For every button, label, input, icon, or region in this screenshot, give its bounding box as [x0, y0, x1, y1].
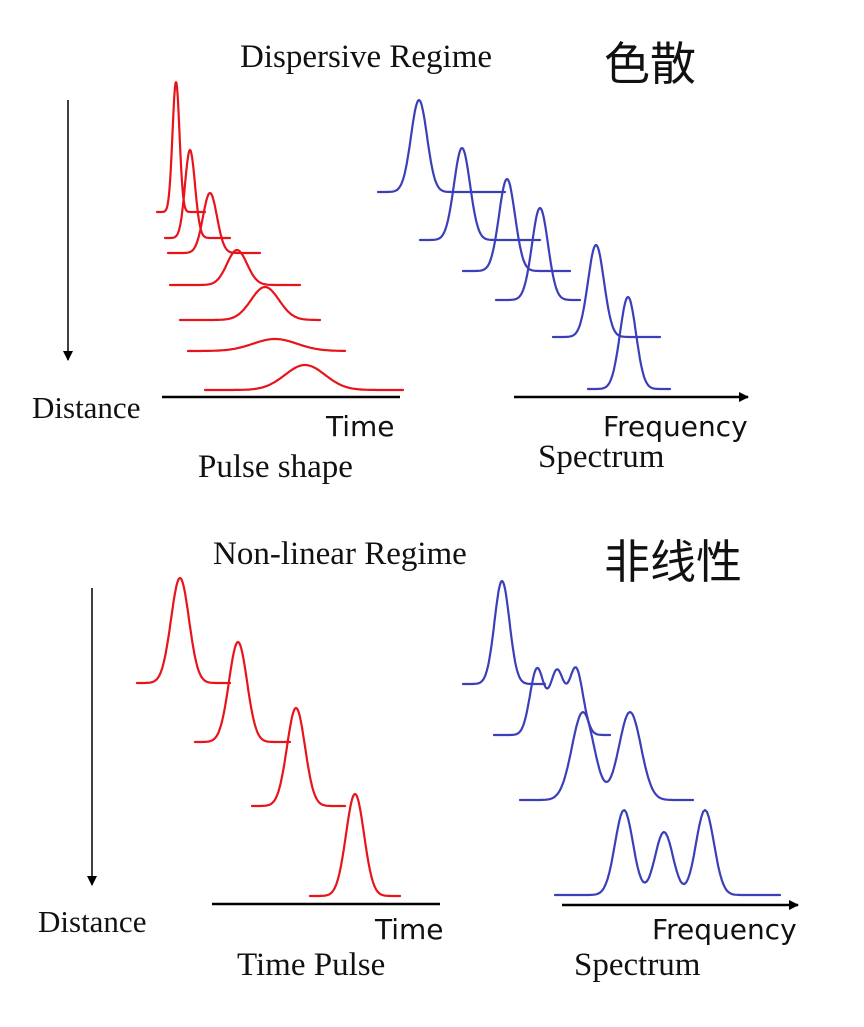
dispersive-pulse-6: [186, 337, 347, 353]
dispersive-spectrum-curves: [376, 99, 672, 391]
dispersive-spectrum-4: [494, 206, 582, 302]
nonlinear-pulse-4: [308, 792, 402, 898]
dispersive-pulse-1: [155, 81, 207, 214]
dispersive-pulse-curves: [155, 81, 405, 392]
nonlinear-title: Non-linear Regime: [213, 536, 467, 572]
time-pulse-caption: Time Pulse: [237, 947, 385, 983]
dispersive-pulse-3: [166, 191, 262, 255]
nonlinear-pulse-3: [250, 706, 347, 808]
nonlinear-spectrum-3: [518, 711, 695, 802]
time-axis-label-2: Time: [374, 913, 444, 946]
frequency-axis-label: Frequency: [603, 410, 748, 443]
spectrum-caption: Spectrum: [538, 439, 665, 475]
dispersive-spectrum-6: [586, 296, 672, 391]
nonlinear-pulse-1: [135, 577, 232, 685]
dispersive-pulse-4: [168, 248, 302, 287]
pulse-shape-caption: Pulse shape: [198, 449, 353, 485]
dispersive-pulse-7: [203, 363, 405, 392]
frequency-axis-label-2: Frequency: [652, 913, 797, 946]
nonlinear-chinese-label: 非线性: [604, 535, 742, 589]
time-axis-label: Time: [325, 410, 395, 443]
dispersive-spectrum-2: [418, 146, 542, 242]
dispersive-pulse-2: [163, 148, 232, 240]
nonlinear-pulse-curves: [135, 577, 402, 898]
nonlinear-spectrum-4: [553, 808, 782, 897]
dispersive-chinese-label: 色散: [604, 37, 696, 91]
nonlinear-panel: Non-linear Regime 非线性 Distance Time Time…: [38, 535, 799, 983]
dispersive-spectrum-5: [551, 243, 662, 339]
dispersive-pulse-5: [178, 285, 322, 322]
nonlinear-spectrum-1: [461, 579, 547, 686]
dispersive-spectrum-1: [376, 99, 507, 194]
spectrum-caption-2: Spectrum: [574, 947, 701, 983]
dispersive-title: Dispersive Regime: [240, 39, 492, 75]
distance-label-2: Distance: [38, 904, 146, 939]
nonlinear-pulse-2: [193, 640, 292, 744]
nonlinear-spectrum-2: [492, 666, 612, 737]
dispersive-panel: Dispersive Regime 色散 Distance Time Pulse…: [32, 37, 749, 485]
nonlinear-spectrum-curves: [461, 579, 782, 897]
distance-label: Distance: [32, 390, 140, 425]
